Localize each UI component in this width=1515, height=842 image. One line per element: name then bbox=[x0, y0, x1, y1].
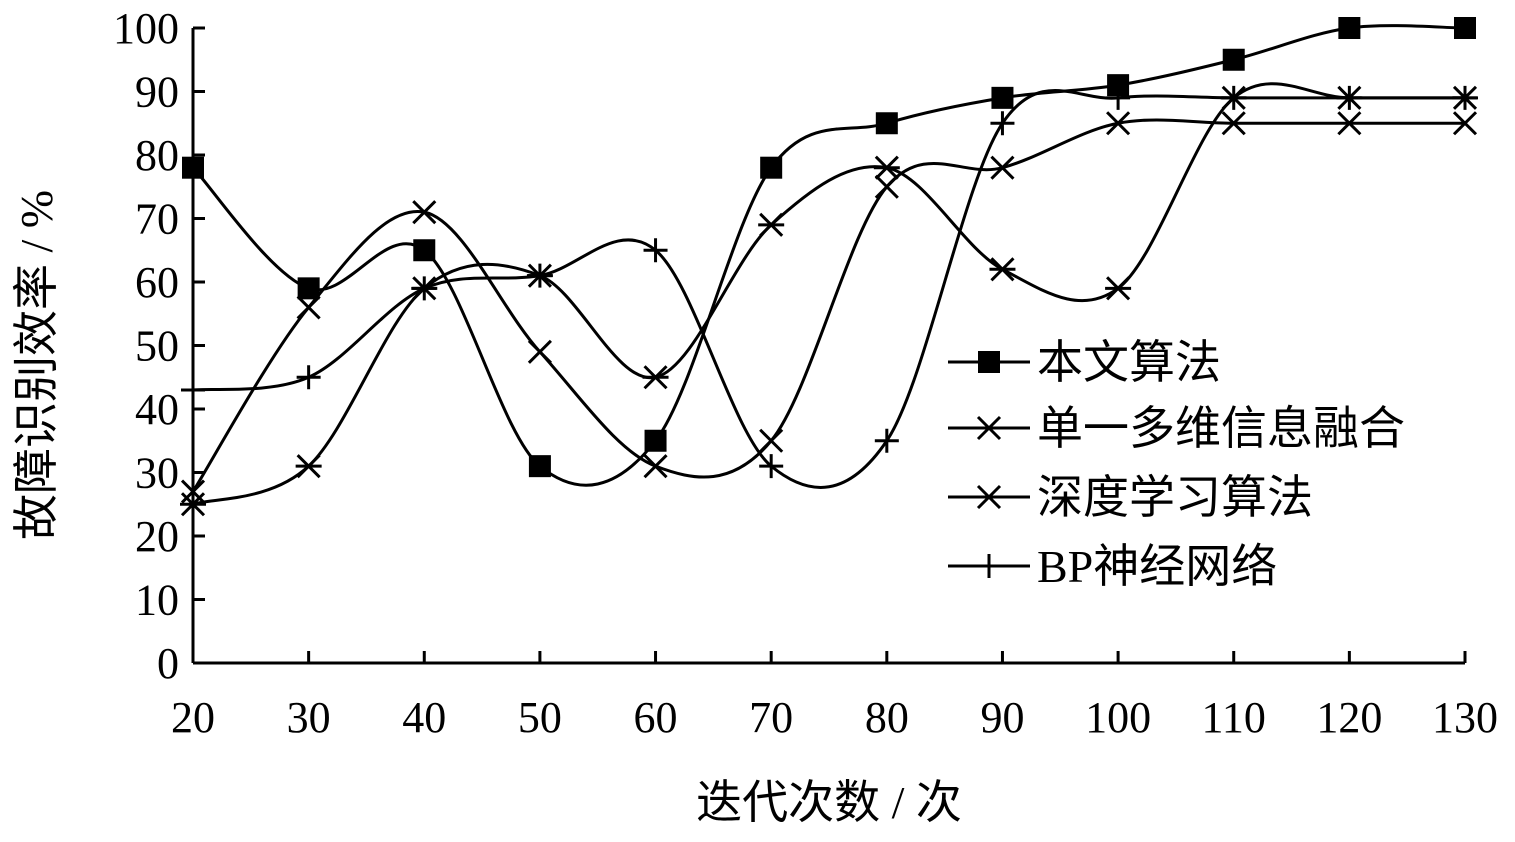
data-point bbox=[1221, 85, 1246, 110]
data-point bbox=[1107, 74, 1130, 97]
data-point bbox=[990, 155, 1015, 180]
y-tick-label: 0 bbox=[157, 639, 179, 688]
legend-marker bbox=[978, 351, 1000, 373]
data-point bbox=[990, 111, 1015, 136]
series-layer bbox=[180, 17, 1478, 517]
y-tick-label: 80 bbox=[135, 131, 179, 180]
legend-label: 单一多维信息融合 bbox=[1037, 403, 1405, 454]
data-point bbox=[528, 455, 551, 478]
legend-marker bbox=[977, 554, 1001, 578]
data-point bbox=[642, 365, 669, 390]
y-tick-label: 20 bbox=[135, 512, 179, 561]
data-point bbox=[875, 112, 898, 135]
y-tick-label: 90 bbox=[135, 68, 179, 117]
data-point bbox=[1106, 85, 1131, 110]
data-point bbox=[644, 429, 667, 452]
data-point bbox=[759, 454, 784, 479]
data-point bbox=[181, 377, 205, 402]
axes: 0 10 20 30 40 50 60 70 80 90 100 20 30 40 50 60 70 80 90 10… bbox=[113, 4, 1498, 742]
legend-item: 本文算法 bbox=[948, 337, 1221, 388]
series-1 bbox=[182, 17, 1476, 487]
data-point bbox=[1453, 85, 1477, 110]
series-3 bbox=[180, 111, 1478, 504]
data-point bbox=[412, 276, 437, 301]
x-tick-label: 110 bbox=[1202, 693, 1266, 742]
y-tick-label: 70 bbox=[135, 195, 179, 244]
series-4 bbox=[181, 85, 1477, 489]
x-tick-label: 120 bbox=[1316, 693, 1382, 742]
y-tick-label: 10 bbox=[135, 576, 179, 625]
x-tick-label: 60 bbox=[634, 693, 678, 742]
data-point bbox=[991, 86, 1014, 109]
legend-item: 深度学习算法 bbox=[948, 472, 1313, 523]
data-point bbox=[1221, 111, 1246, 136]
data-point bbox=[295, 454, 322, 479]
x-tick-label: 100 bbox=[1085, 693, 1151, 742]
data-point bbox=[297, 277, 320, 300]
legend-marker bbox=[976, 484, 1002, 510]
data-point bbox=[296, 365, 321, 390]
data-point bbox=[759, 428, 784, 453]
data-point bbox=[758, 212, 785, 237]
data-point bbox=[643, 238, 668, 263]
y-tick-label: 60 bbox=[135, 258, 179, 307]
x-tick-label: 70 bbox=[749, 693, 793, 742]
data-point bbox=[527, 339, 552, 364]
data-point bbox=[874, 174, 899, 199]
data-point bbox=[413, 239, 436, 262]
x-tick-label: 50 bbox=[518, 693, 562, 742]
legend-label: 本文算法 bbox=[1037, 337, 1221, 388]
data-point bbox=[1105, 276, 1132, 301]
data-point bbox=[1452, 111, 1478, 136]
data-point bbox=[643, 454, 668, 479]
data-point bbox=[989, 257, 1016, 282]
data-point bbox=[296, 295, 321, 320]
data-point bbox=[1454, 17, 1476, 39]
x-axis-title: 迭代次数 / 次 bbox=[696, 777, 962, 828]
data-point bbox=[182, 156, 204, 179]
legend-item: BP神经网络 bbox=[948, 541, 1277, 592]
legend-item: 单一多维信息融合 bbox=[948, 403, 1405, 454]
legend-label: BP神经网络 bbox=[1037, 541, 1277, 592]
data-point bbox=[527, 263, 552, 288]
data-point bbox=[1337, 111, 1362, 136]
x-tick-label: 130 bbox=[1432, 693, 1498, 742]
data-point bbox=[1337, 85, 1362, 110]
data-point bbox=[1106, 111, 1131, 136]
y-axis-title: 故障识别效率 / % bbox=[11, 190, 62, 540]
y-tick-label: 30 bbox=[135, 449, 179, 498]
series-line bbox=[191, 118, 1465, 493]
data-point bbox=[1222, 48, 1245, 71]
legend-label: 深度学习算法 bbox=[1037, 472, 1313, 523]
data-point bbox=[180, 479, 206, 504]
x-tick-label: 80 bbox=[865, 693, 909, 742]
y-tick-label: 100 bbox=[113, 4, 179, 53]
x-tick-label: 30 bbox=[287, 693, 331, 742]
x-tick-label: 90 bbox=[980, 693, 1024, 742]
x-tick-label: 40 bbox=[402, 693, 446, 742]
data-point bbox=[760, 156, 783, 179]
legend-marker bbox=[976, 415, 1002, 441]
x-tick-label: 20 bbox=[171, 693, 215, 742]
y-tick-label: 50 bbox=[135, 322, 179, 371]
data-point bbox=[412, 200, 437, 225]
data-point bbox=[1338, 17, 1361, 39]
y-tick-label: 40 bbox=[135, 385, 179, 434]
data-point bbox=[873, 155, 900, 180]
data-point bbox=[874, 428, 899, 453]
